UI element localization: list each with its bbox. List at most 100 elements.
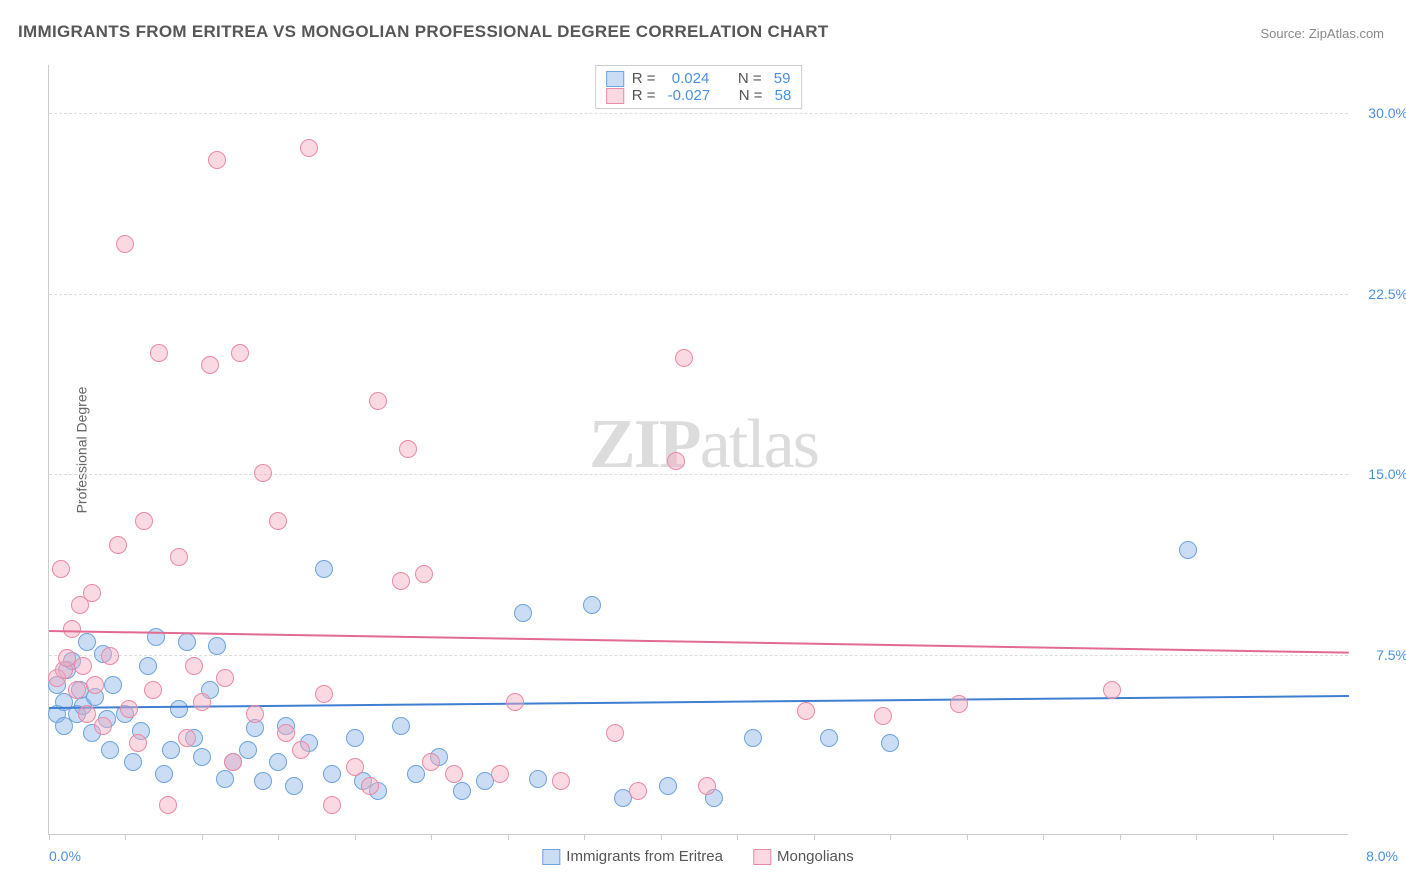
plot-region: ZIPatlas R = 0.024 N = 59R = -0.027 N = … [48,65,1348,835]
data-point [83,584,101,602]
data-point [124,753,142,771]
y-tick-label: 30.0% [1368,105,1406,121]
data-point [159,796,177,814]
data-point [552,772,570,790]
chart-area: Professional Degree ZIPatlas R = 0.024 N… [48,65,1348,835]
data-point [1103,681,1121,699]
data-point [147,628,165,646]
data-point [74,657,92,675]
data-point [453,782,471,800]
legend-swatch [606,71,624,87]
data-point [193,748,211,766]
data-point [399,440,417,458]
data-point [150,344,168,362]
x-tick [202,834,203,840]
data-point [116,235,134,253]
data-point [246,705,264,723]
n-value: 58 [775,87,792,104]
n-value: 59 [774,70,791,87]
r-label: R = [632,70,660,87]
data-point [292,741,310,759]
data-point [178,729,196,747]
data-point [101,741,119,759]
y-tick-label: 15.0% [1368,466,1406,482]
watermark-zip: ZIP [589,406,700,483]
data-point [277,724,295,742]
data-point [1179,541,1197,559]
x-tick [1043,834,1044,840]
x-axis-label: 8.0% [1366,848,1398,864]
data-point [254,772,272,790]
data-point [361,777,379,795]
data-point [86,676,104,694]
trend-line [49,695,1349,709]
data-point [78,633,96,651]
data-point [216,669,234,687]
data-point [201,356,219,374]
data-point [231,344,249,362]
data-point [178,633,196,651]
data-point [216,770,234,788]
trend-line [49,630,1349,654]
x-tick [661,834,662,840]
watermark-atlas: atlas [700,406,818,483]
data-point [120,700,138,718]
data-point [369,392,387,410]
correlation-legend: R = 0.024 N = 59R = -0.027 N = 58 [595,65,803,109]
data-point [101,647,119,665]
data-point [315,685,333,703]
x-tick [737,834,738,840]
data-point [155,765,173,783]
series-legend: Immigrants from Eritrea Mongolians [542,848,853,865]
n-label: N = [739,87,767,104]
legend-label: Immigrants from Eritrea [566,848,723,865]
data-point [94,717,112,735]
data-point [698,777,716,795]
legend-swatch [753,849,771,865]
data-point [254,464,272,482]
x-tick [49,834,50,840]
data-point [506,693,524,711]
data-point [820,729,838,747]
data-point [675,349,693,367]
data-point [68,681,86,699]
r-value: -0.027 [668,87,711,104]
data-point [208,151,226,169]
data-point [659,777,677,795]
data-point [269,753,287,771]
data-point [874,707,892,725]
data-point [300,139,318,157]
data-point [881,734,899,752]
x-tick [1120,834,1121,840]
x-axis-label: 0.0% [49,848,81,864]
legend-row: R = -0.027 N = 58 [606,87,792,104]
data-point [514,604,532,622]
data-point [224,753,242,771]
data-point [109,536,127,554]
data-point [315,560,333,578]
gridline [49,294,1348,295]
data-point [285,777,303,795]
x-tick [814,834,815,840]
legend-label: Mongolians [777,848,854,865]
data-point [139,657,157,675]
gridline [49,474,1348,475]
watermark: ZIPatlas [589,405,818,485]
data-point [269,512,287,530]
data-point [170,548,188,566]
data-point [950,695,968,713]
data-point [52,560,70,578]
data-point [104,676,122,694]
data-point [208,637,226,655]
data-point [162,741,180,759]
chart-title: IMMIGRANTS FROM ERITREA VS MONGOLIAN PRO… [18,22,829,42]
data-point [415,565,433,583]
data-point [797,702,815,720]
x-tick [967,834,968,840]
y-tick-label: 7.5% [1376,647,1406,663]
data-point [445,765,463,783]
data-point [323,796,341,814]
x-tick [125,834,126,840]
data-point [323,765,341,783]
data-point [583,596,601,614]
